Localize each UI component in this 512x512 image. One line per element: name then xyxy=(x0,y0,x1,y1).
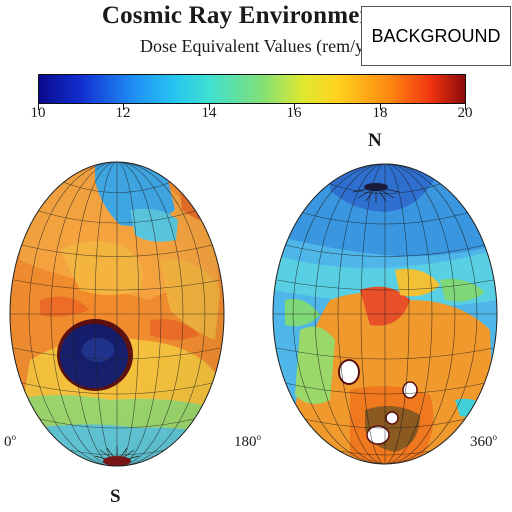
background-button[interactable]: BACKGROUND xyxy=(361,6,511,66)
degree-sign: o xyxy=(256,432,262,442)
colorbar-tick-label-10: 10 xyxy=(30,105,46,121)
right-hemisphere xyxy=(273,164,497,464)
north-label: N xyxy=(368,130,382,151)
degree-sign: o xyxy=(11,432,17,442)
colorbar-tick-label-14: 14 xyxy=(201,105,217,121)
colorbar-tick xyxy=(123,104,124,110)
left-hemisphere xyxy=(10,162,224,466)
colorbar-tick-label-20: 20 xyxy=(457,105,473,121)
colorbar-tick-label-18: 18 xyxy=(372,105,388,121)
colorbar-tick xyxy=(209,104,210,110)
colorbar-tick xyxy=(380,104,381,110)
colorbar-tick xyxy=(465,104,466,110)
longitude-180-value: 180 xyxy=(234,434,257,450)
colorbar xyxy=(38,74,466,104)
colorbar-tick-label-16: 16 xyxy=(286,105,302,121)
map-title: Cosmic Ray Environment xyxy=(0,2,512,30)
colorbar-tick-label-12: 12 xyxy=(115,105,131,121)
colorbar-tick xyxy=(38,104,39,110)
south-label: S xyxy=(110,486,121,507)
longitude-0-value: 0 xyxy=(4,434,12,450)
longitude-label-360: 360o xyxy=(470,432,497,451)
degree-sign: o xyxy=(492,432,498,442)
longitude-label-0: 0o xyxy=(4,432,16,451)
longitude-360-value: 360 xyxy=(470,434,493,450)
map-title-text: Cosmic Ray Environment xyxy=(101,2,383,29)
longitude-label-180: 180o xyxy=(234,432,261,451)
colorbar-tick xyxy=(294,104,295,110)
map-subtitle: Dose Equivalent Values (rem/y xyxy=(140,36,365,56)
